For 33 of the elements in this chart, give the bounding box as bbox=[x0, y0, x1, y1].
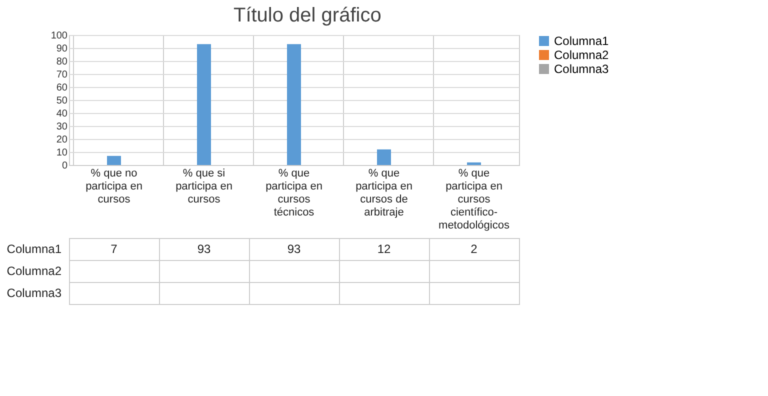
bar bbox=[107, 156, 121, 165]
data-label: 93 bbox=[287, 242, 301, 256]
y-tick-label: 90 bbox=[56, 44, 68, 54]
y-tick-label: 100 bbox=[50, 30, 68, 42]
x-tick-label: % que participa en cursos de arbitraje bbox=[356, 168, 412, 218]
y-tick-label: 30 bbox=[56, 122, 68, 132]
bar bbox=[197, 44, 211, 165]
x-tick-label: % que participa en cursos técnicos bbox=[266, 168, 322, 218]
x-tick-label: % que participa en cursos científico-metodológicos bbox=[438, 168, 510, 232]
data-label: 2 bbox=[470, 242, 478, 256]
bar bbox=[467, 162, 481, 165]
x-tick-label: % que no participa en cursos bbox=[86, 168, 142, 206]
bar bbox=[377, 149, 391, 165]
legend-label: Columna3 bbox=[554, 62, 610, 76]
y-tick-label: 0 bbox=[62, 160, 68, 172]
y-tick-label: 20 bbox=[56, 134, 68, 146]
text: Columna3 bbox=[6, 286, 62, 300]
text: Columna2 bbox=[6, 264, 62, 278]
text: Columna1 bbox=[6, 242, 62, 256]
x-tick-label: % que si participa en cursos bbox=[176, 168, 232, 206]
y-tick-label: 60 bbox=[56, 82, 68, 94]
chart-title: Título del gráfico bbox=[233, 4, 382, 26]
legend-label: Columna2 bbox=[554, 48, 610, 62]
bar bbox=[287, 44, 301, 165]
y-tick-label: 80 bbox=[56, 56, 68, 68]
y-tick-label: 10 bbox=[56, 148, 68, 158]
y-tick-label: 40 bbox=[56, 108, 68, 120]
y-tick-label: 50 bbox=[56, 96, 68, 106]
y-tick-label: 70 bbox=[56, 70, 68, 80]
data-label: 93 bbox=[197, 242, 211, 256]
data-label: 7 bbox=[110, 242, 118, 256]
data-label: 12 bbox=[377, 242, 391, 256]
legend-label: Columna1 bbox=[554, 34, 610, 48]
